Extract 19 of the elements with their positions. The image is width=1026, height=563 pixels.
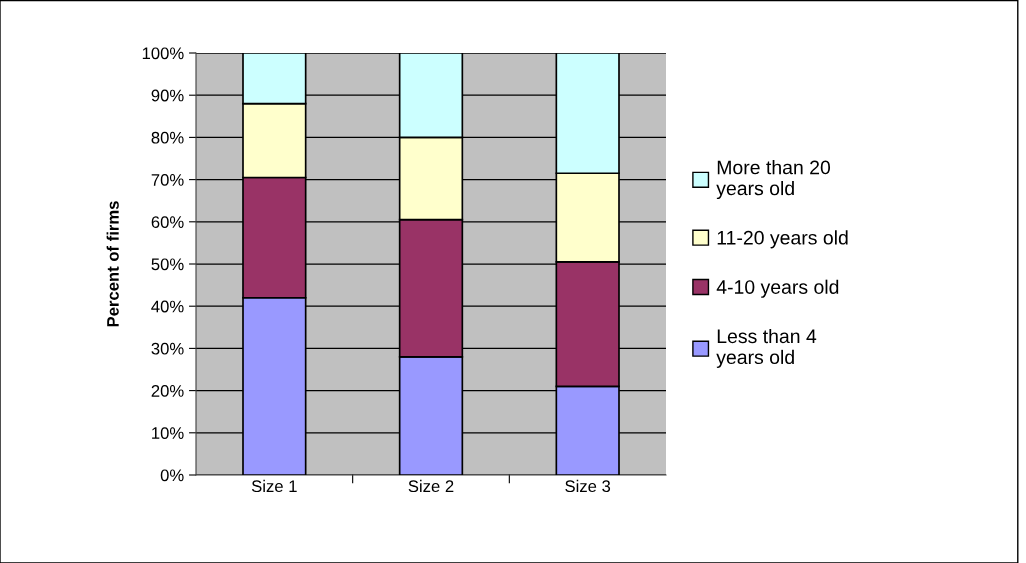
legend-label: More than 20 years old <box>716 160 831 200</box>
legend-label: Less than 4 years old <box>716 328 817 368</box>
y-tick-label: 60% <box>151 216 184 228</box>
y-axis-title: Percent of firms <box>106 201 119 327</box>
y-tick-label: 0% <box>160 469 184 482</box>
x-tick-label: Size 2 <box>408 479 454 493</box>
y-tick-label: 50% <box>151 258 184 271</box>
y-tick-label: 80% <box>151 131 184 144</box>
y-tick-label: 40% <box>151 300 184 313</box>
y-tick-label: 90% <box>151 89 184 102</box>
x-tick-label: Size 3 <box>565 479 611 493</box>
x-tick-label: Size 1 <box>251 479 297 493</box>
y-tick-label: 20% <box>151 385 184 397</box>
legend-label: 4-10 years old <box>716 279 839 298</box>
y-tick-label: 100% <box>142 47 184 60</box>
y-tick-label: 30% <box>151 342 184 355</box>
y-tick-label: 70% <box>151 174 184 186</box>
legend-label: 11-20 years old <box>717 230 848 249</box>
y-tick-label: 10% <box>152 427 184 439</box>
